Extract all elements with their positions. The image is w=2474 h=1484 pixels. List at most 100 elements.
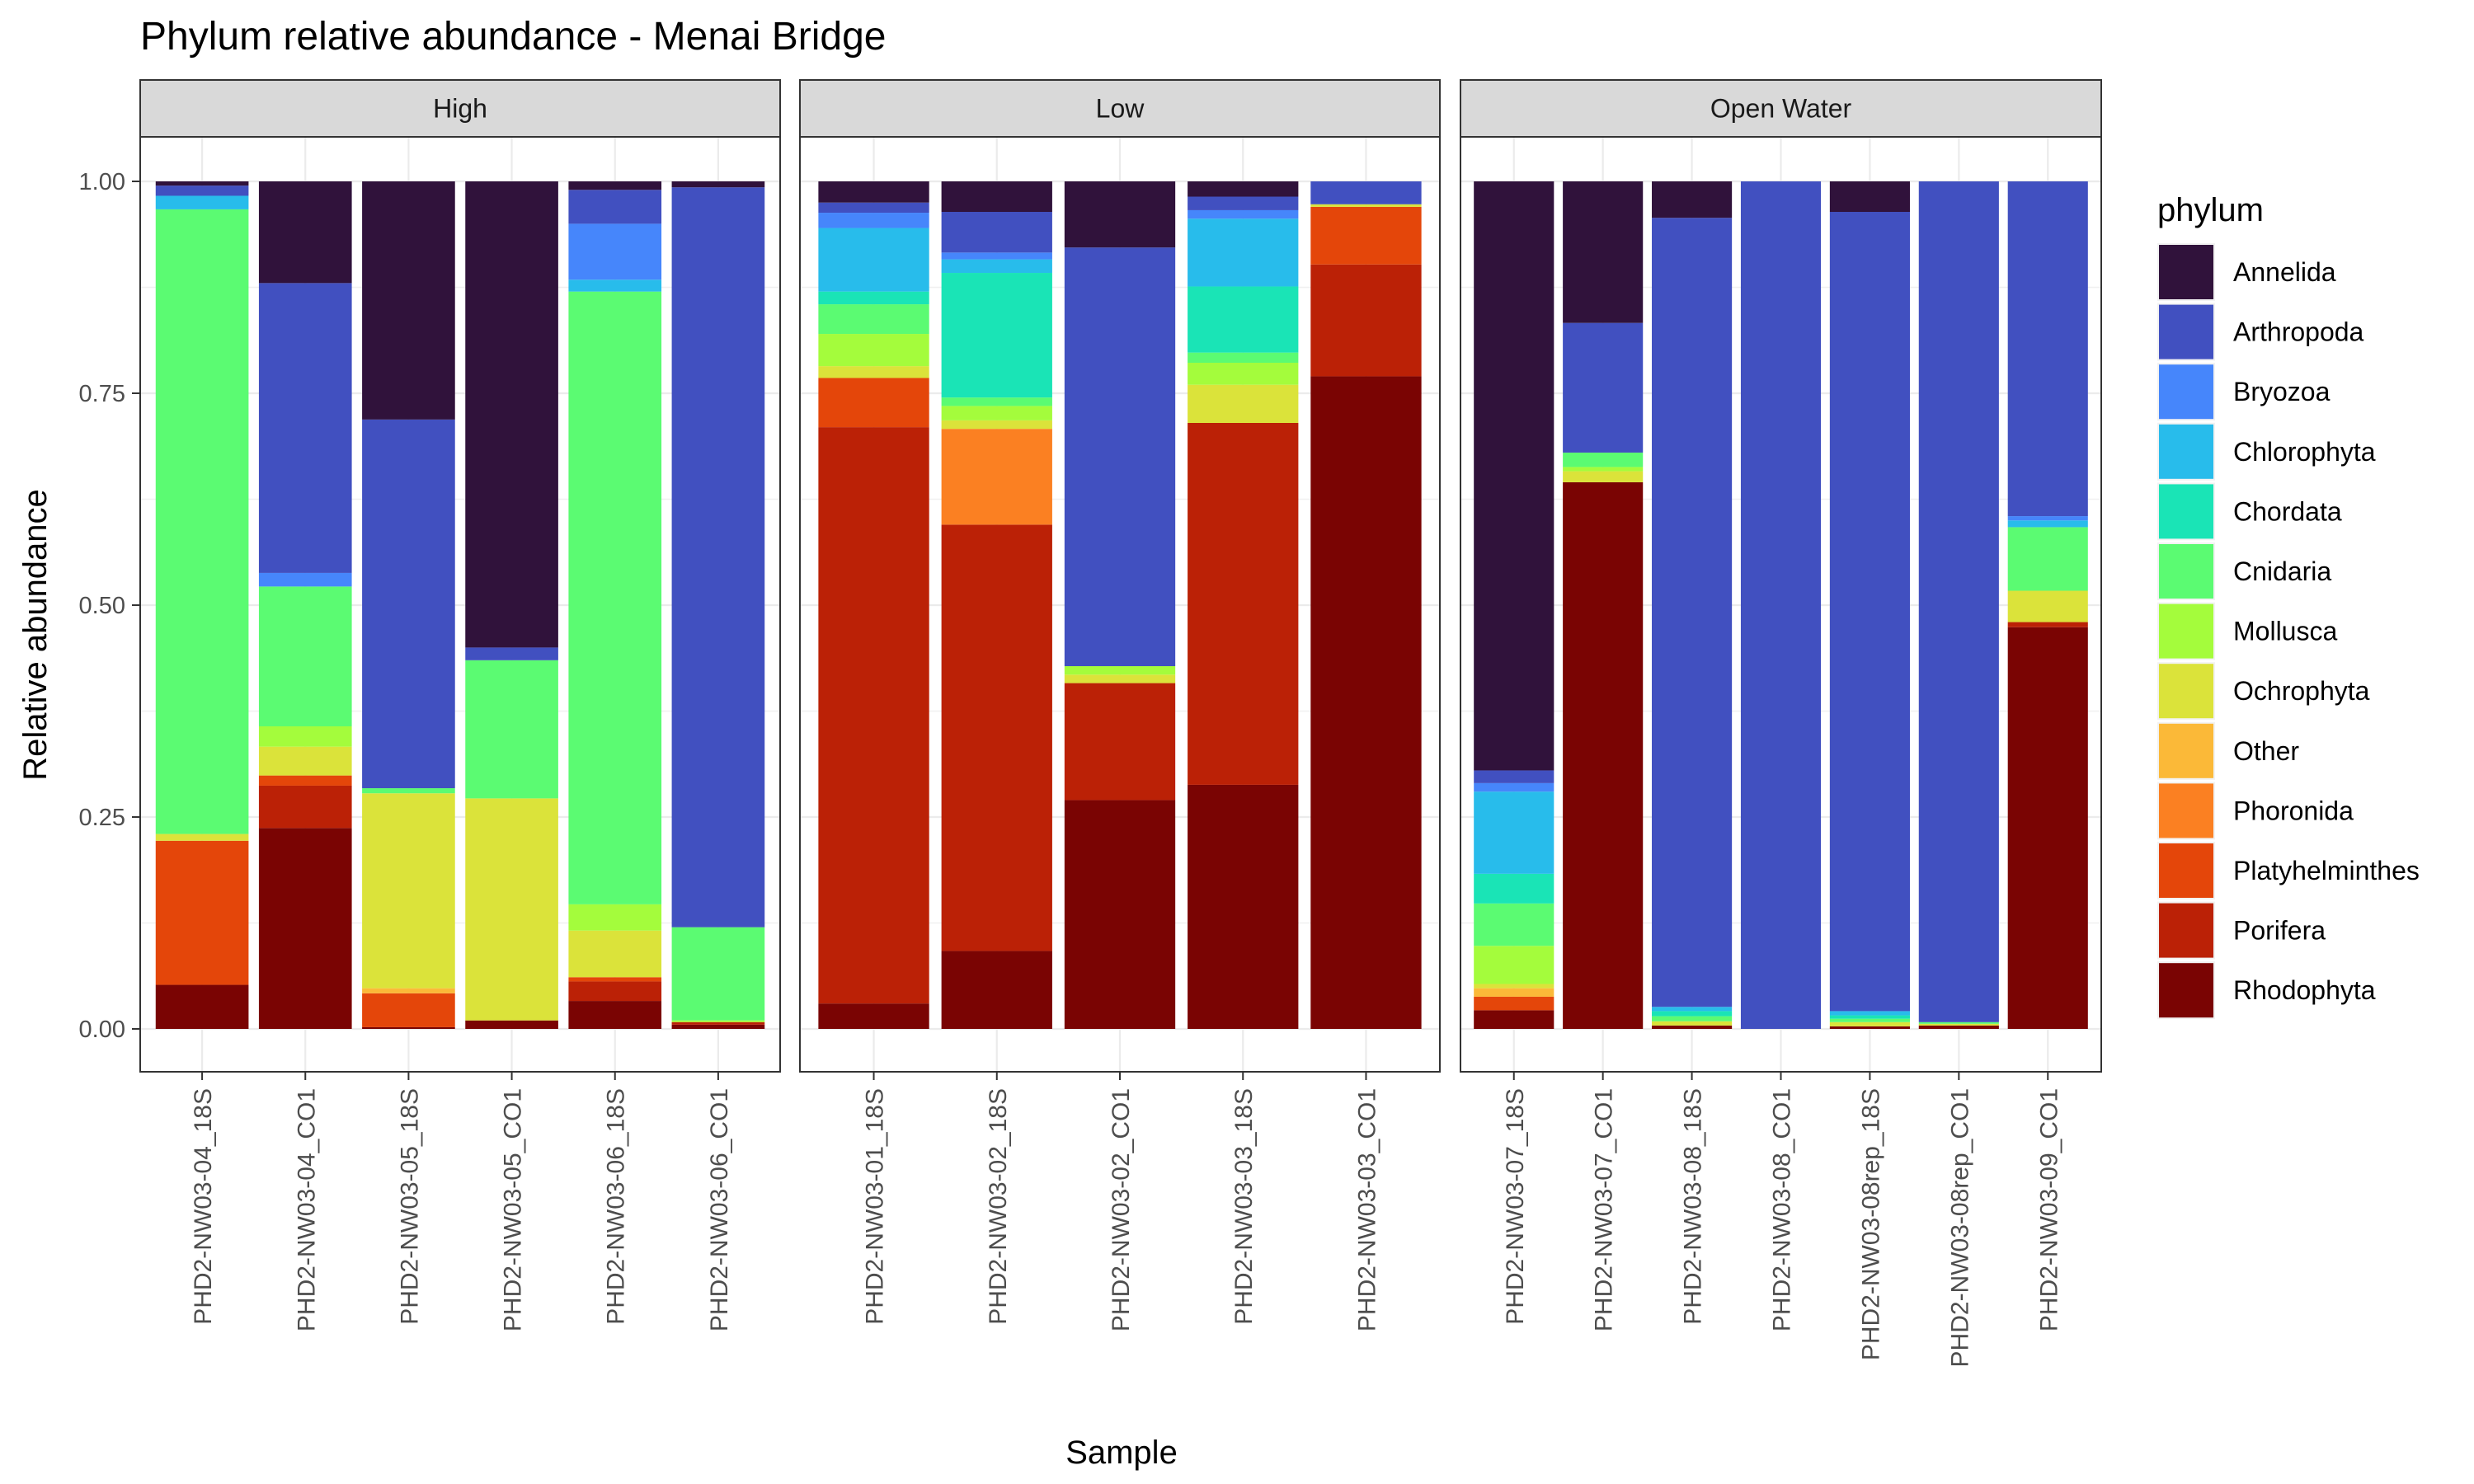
bar-segment-rhodophyta (1310, 376, 1422, 1029)
x-tick-label: PHD2-NW03-02_CO1 (1108, 1088, 1135, 1331)
facet-panels: High PHD2-NW03-04_18S PHD2-NW03-04_CO1 PHD2… (79, 79, 2102, 1367)
legend-key-swatch (2159, 245, 2213, 299)
x-axis-title: Sample (1065, 1435, 1178, 1471)
bar-segment-porifera (568, 981, 662, 1002)
bar-segment-platyhelminthes (362, 993, 455, 1027)
bar-segment-cnidaria (2007, 527, 2088, 591)
bar-segment-arthropoda (818, 202, 929, 214)
facet-strip (1460, 79, 2102, 138)
legend-item-other: Other (2157, 721, 2299, 780)
bar-segment-rhodophyta (1652, 1025, 1733, 1029)
bar-segment-chlorophyta (2007, 520, 2088, 528)
bar-segment-ochrophyta (1474, 984, 1554, 989)
legend: phylum Annelida Arthropoda Bryozoa Chloroph… (2157, 192, 2420, 1020)
bar-segment-chordata (941, 273, 1052, 398)
x-tick-label: PHD2-NW03-05_CO1 (500, 1088, 527, 1331)
legend-item-chlorophyta: Chlorophyta (2157, 422, 2376, 481)
legend-item-arthropoda: Arthropoda (2157, 303, 2364, 361)
legend-label: Chordata (2233, 496, 2342, 526)
bar-segment-arthropoda (568, 190, 662, 224)
legend-label: Mollusca (2233, 617, 2337, 646)
bar-segment-annelida (1563, 181, 1644, 323)
x-tick-label: PHD2-NW03-04_18S (190, 1088, 217, 1325)
bar-phd2-nw03-08-co1 (1740, 181, 1822, 1029)
bar-segment-porifera (941, 524, 1052, 951)
bar-segment-platyhelminthes (258, 775, 352, 786)
legend-key-swatch (2159, 304, 2213, 359)
legend-item-phoronida: Phoronida (2157, 782, 2354, 840)
legend-label: Porifera (2233, 916, 2326, 946)
bar-segment-cnidaria (1563, 452, 1644, 467)
bar-segment-arthropoda (1064, 247, 1176, 667)
bar-segment-annelida (568, 181, 662, 190)
legend-label: Other (2233, 736, 2299, 766)
bar-segment-cnidaria (1652, 1016, 1733, 1021)
facet-panel-low: Low PHD2-NW03-01_18S PHD2-NW03-02_18S PHD2-… (799, 79, 1441, 1331)
legend-item-cnidaria: Cnidaria (2157, 542, 2331, 600)
legend-key-swatch (2159, 843, 2213, 898)
bar-segment-mollusca (1064, 666, 1176, 675)
legend-label: Bryozoa (2233, 377, 2331, 406)
x-tick-label: PHD2-NW03-06_18S (603, 1088, 630, 1325)
bar-segment-rhodophyta (1064, 800, 1176, 1029)
x-tick-label: PHD2-NW03-03_CO1 (1353, 1088, 1380, 1331)
bar-phd2-nw03-04-co1 (258, 181, 352, 1029)
bar-segment-arthropoda (155, 186, 249, 196)
bar-segment-annelida (155, 181, 249, 186)
bar-segment-cnidaria (671, 927, 765, 1021)
bar-segment-other (362, 988, 455, 993)
bar-segment-chordata (1474, 873, 1554, 904)
x-tick-label: PHD2-NW03-07_18S (1502, 1088, 1529, 1325)
bar-segment-rhodophyta (1563, 481, 1644, 1029)
bar-segment-bryozoa (1188, 209, 1299, 219)
bar-segment-cnidaria (1474, 903, 1554, 946)
bar-phd2-nw03-04-18s (155, 181, 249, 1029)
bar-segment-bryozoa (818, 213, 929, 228)
bar-segment-porifera (258, 785, 352, 829)
bar-segment-rhodophyta (465, 1020, 558, 1029)
bar-segment-ochrophyta (818, 366, 929, 378)
bar-segment-arthropoda (671, 187, 765, 928)
bar-segment-chordata (1188, 286, 1299, 353)
facet-panel-open-water: Open Water PHD2-NW03-07_18S PHD2-NW03-07_C… (1460, 79, 2102, 1367)
x-tick-label: PHD2-NW03-08_18S (1680, 1088, 1707, 1325)
x-tick-label: PHD2-NW03-09_CO1 (2035, 1088, 2062, 1331)
bar-segment-porifera (1064, 683, 1176, 801)
legend-item-porifera: Porifera (2157, 901, 2326, 960)
bar-segment-chlorophyta (1829, 1011, 1910, 1016)
bar-segment-platyhelminthes (1474, 996, 1554, 1011)
legend-label: Rhodophyta (2233, 975, 2376, 1005)
y-axis-title: Relative abundance (17, 489, 54, 781)
bar-segment-chlorophyta (1652, 1007, 1733, 1012)
bar-segment-chlorophyta (568, 279, 662, 292)
bar-segment-annelida (1652, 181, 1733, 218)
bar-segment-porifera (1188, 422, 1299, 785)
bar-segment-annelida (1188, 181, 1299, 197)
bar-segment-rhodophyta (1474, 1010, 1554, 1029)
legend-key-swatch (2159, 963, 2213, 1018)
bar-segment-cnidaria (568, 291, 662, 904)
bar-segment-bryozoa (1474, 782, 1554, 792)
x-tick-label: PHD2-NW03-08_CO1 (1769, 1088, 1796, 1331)
bar-segment-ochrophyta (2007, 590, 2088, 622)
x-tick-label: PHD2-NW03-02_18S (985, 1088, 1012, 1325)
legend-label: Platyhelminthes (2233, 856, 2420, 885)
bar-segment-arthropoda (258, 283, 352, 573)
bar-segment-bryozoa (2007, 516, 2088, 521)
bar-segment-annelida (818, 181, 929, 203)
facet-strip (139, 79, 781, 138)
bar-segment-platyhelminthes (155, 840, 249, 985)
bar-segment-rhodophyta (2007, 627, 2088, 1029)
bar-segment-ochrophyta (258, 746, 352, 776)
legend-title: phylum (2157, 192, 2264, 228)
bar-segment-chordata (1652, 1011, 1733, 1017)
bar-segment-rhodophyta (941, 951, 1052, 1029)
bar-phd2-nw03-02-18s (941, 181, 1052, 1029)
bar-segment-mollusca (568, 904, 662, 931)
bar-segment-ochrophyta (465, 798, 558, 1021)
bar-phd2-nw03-08-18s (1652, 181, 1733, 1029)
bar-segment-arthropoda (941, 212, 1052, 253)
bar-segment-rhodophyta (1918, 1025, 1999, 1029)
bar-segment-chlorophyta (1188, 218, 1299, 287)
legend-item-mollusca: Mollusca (2157, 602, 2337, 660)
